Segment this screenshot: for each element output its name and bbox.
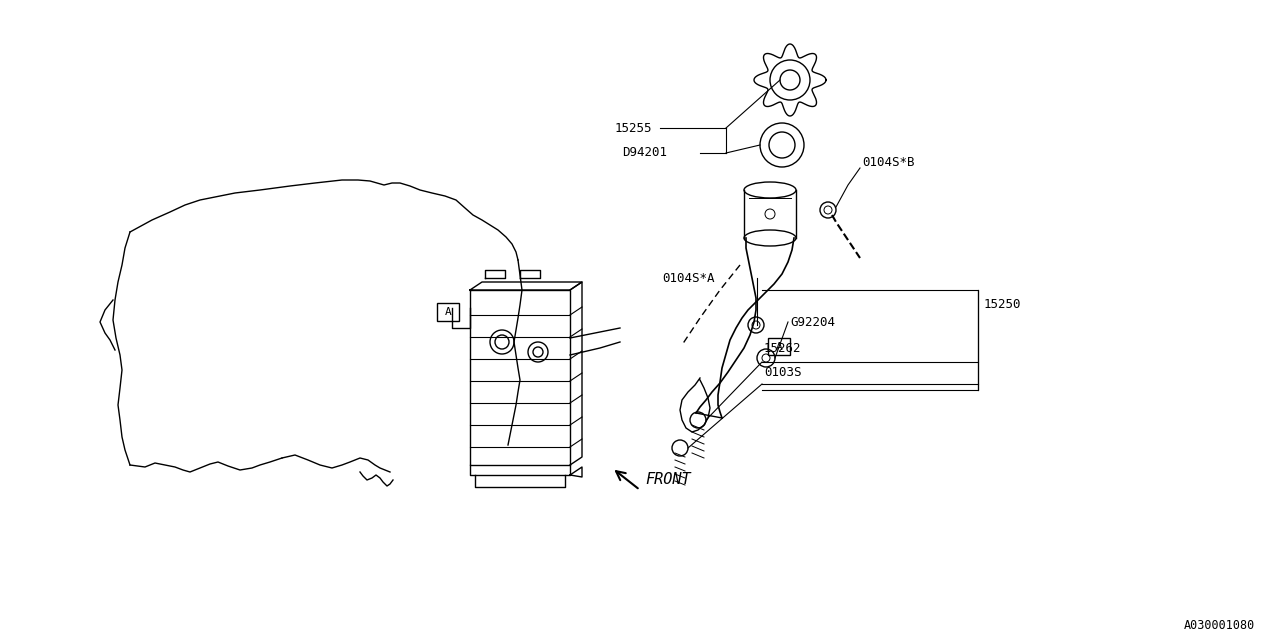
Text: D94201: D94201: [622, 147, 667, 159]
Ellipse shape: [744, 182, 796, 198]
Text: 0103S: 0103S: [764, 365, 801, 378]
Text: A: A: [776, 342, 782, 352]
Text: 15250: 15250: [984, 298, 1021, 312]
Text: 0104S*B: 0104S*B: [861, 156, 914, 168]
Text: 15255: 15255: [614, 122, 653, 134]
Text: A030001080: A030001080: [1184, 619, 1254, 632]
Text: A: A: [444, 307, 452, 317]
Text: G92204: G92204: [790, 316, 835, 328]
Text: 15262: 15262: [764, 342, 801, 355]
Ellipse shape: [744, 230, 796, 246]
Text: FRONT: FRONT: [645, 472, 691, 488]
Text: 0104S*A: 0104S*A: [662, 271, 714, 285]
